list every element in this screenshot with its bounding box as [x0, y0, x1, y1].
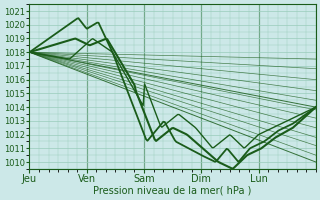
X-axis label: Pression niveau de la mer( hPa ): Pression niveau de la mer( hPa ) — [93, 186, 252, 196]
